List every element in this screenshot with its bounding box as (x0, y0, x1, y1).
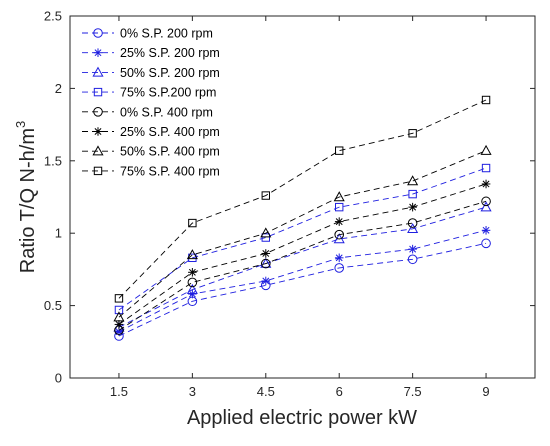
circle-marker (93, 107, 103, 117)
series-line (118, 150, 487, 318)
series-1 (114, 238, 491, 341)
series-8 (114, 95, 491, 303)
star-marker (93, 48, 103, 57)
series-7 (113, 144, 492, 322)
series-line (118, 229, 487, 333)
star-marker (261, 276, 271, 286)
star-marker (481, 226, 491, 235)
square-marker (335, 202, 344, 212)
square-marker (481, 95, 491, 105)
plot-area (70, 16, 535, 378)
star-marker (481, 179, 491, 189)
legend-item: 75% S.P. 400 rpm (82, 164, 220, 178)
y-tick-label: 0 (55, 371, 62, 386)
star-marker (334, 217, 344, 226)
legend-label: 50% S.P. 400 rpm (120, 145, 220, 159)
series-line (118, 167, 487, 311)
triangle-marker (480, 144, 492, 155)
square-marker (481, 163, 491, 173)
triangle-marker (333, 191, 345, 202)
circle-marker (93, 28, 103, 38)
triangle-marker (113, 311, 125, 322)
legend-label: 25% S.P. 400 rpm (120, 125, 220, 139)
circle-marker (334, 229, 345, 240)
y-tick-label: 2.5 (44, 9, 62, 24)
square-marker (261, 191, 270, 200)
triangle-marker (92, 145, 104, 156)
triangle-marker (186, 249, 198, 260)
series-2 (114, 226, 491, 336)
circle-marker (481, 196, 491, 207)
square-marker (114, 294, 124, 303)
triangle-marker (186, 283, 198, 294)
series-line (118, 206, 487, 328)
legend-item: 0% S.P. 400 rpm (82, 105, 213, 119)
legend-label: 75% S.P.200 rpm (120, 86, 216, 100)
x-axis-label: Applied electric power kW (187, 407, 417, 429)
circle-marker (187, 277, 198, 288)
circle-marker (260, 258, 271, 269)
series-line (118, 183, 487, 325)
triangle-marker (480, 201, 492, 212)
legend-item: 75% S.P.200 rpm (82, 86, 216, 100)
square-marker (408, 189, 417, 199)
triangle-marker (407, 175, 419, 186)
y-tick-label: 2 (55, 81, 62, 96)
series-line (118, 242, 487, 337)
circle-marker (407, 254, 418, 265)
legend: 0% S.P. 200 rpm 25% S.P. 200 rpm 50% S.P. … (82, 27, 220, 178)
series-line (118, 200, 487, 331)
star-marker (93, 127, 103, 136)
x-tick-label: 7.5 (404, 384, 422, 399)
legend-label: 50% S.P. 200 rpm (120, 66, 220, 80)
star-marker (408, 202, 417, 212)
x-tick-label: 9 (482, 384, 489, 399)
plot-frame (69, 15, 536, 379)
legend-label: 0% S.P. 400 rpm (120, 105, 213, 119)
x-axis: 1.5 3 4.5 6 7.5 9 (110, 16, 490, 399)
square-marker (408, 129, 417, 138)
legend-item: 50% S.P. 400 rpm (82, 145, 220, 159)
legend-item: 50% S.P. 200 rpm (82, 66, 220, 80)
square-marker (335, 146, 344, 155)
y-tick-label: 0.5 (44, 298, 62, 313)
legend-label: 75% S.P. 400 rpm (120, 164, 220, 178)
series-layer (113, 95, 492, 341)
y-axis-label: Ratio T/Q N-h/m3 (13, 121, 39, 273)
circle-marker (481, 238, 491, 249)
legend-item: 0% S.P. 200 rpm (82, 27, 213, 41)
legend-item: 25% S.P. 400 rpm (82, 125, 220, 139)
triangle-marker (260, 227, 272, 238)
x-tick-label: 4.5 (257, 384, 275, 399)
triangle-marker (92, 66, 104, 77)
square-marker (261, 233, 270, 242)
series-6 (114, 179, 491, 329)
legend-label: 0% S.P. 200 rpm (120, 27, 213, 41)
star-marker (188, 289, 197, 299)
circle-marker (334, 263, 345, 273)
star-marker (408, 244, 417, 254)
star-marker (261, 249, 271, 258)
legend-item: 25% S.P. 200 rpm (82, 46, 220, 60)
triangle-marker (407, 223, 419, 234)
square-marker (93, 166, 103, 176)
square-marker (114, 305, 124, 315)
series-4 (114, 163, 491, 315)
square-marker (93, 87, 103, 97)
legend-label: 25% S.P. 200 rpm (120, 46, 220, 60)
y-tick-label: 1.5 (44, 153, 62, 168)
star-marker (334, 253, 344, 263)
x-tick-label: 3 (189, 384, 196, 399)
x-tick-label: 1.5 (110, 384, 128, 399)
x-tick-label: 6 (336, 384, 343, 399)
star-marker (114, 320, 124, 329)
y-axis-label-main: Ratio T/Q N-h/m (17, 128, 39, 273)
star-marker (188, 267, 197, 277)
y-axis-label-superscript: 3 (13, 121, 28, 128)
circle-marker (407, 218, 418, 228)
square-marker (188, 218, 197, 228)
y-tick-label: 1 (55, 226, 62, 241)
